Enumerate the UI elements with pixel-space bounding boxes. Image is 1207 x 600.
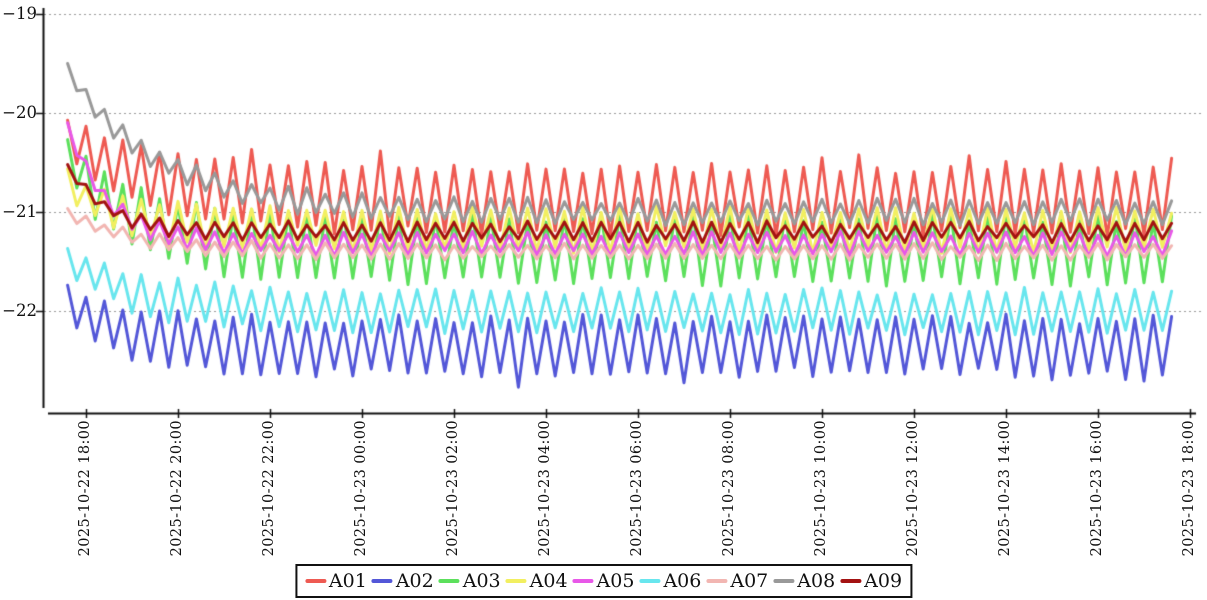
legend-item-a01: A01 — [304, 568, 367, 594]
legend-swatch-icon — [438, 579, 460, 583]
legend: A01 A02 A03 A04 A05 A06 A07 A08 A09 — [294, 564, 913, 598]
legend-swatch-icon — [371, 579, 393, 583]
legend-item-a09: A09 — [840, 568, 902, 594]
x-tick-label: 2025-10-23 06:00 — [629, 420, 645, 557]
legend-item-a03: A03 — [438, 568, 501, 594]
x-tick-label: 2025-10-23 12:00 — [905, 420, 921, 557]
legend-item-a02: A02 — [371, 568, 434, 594]
x-tick-label: 2025-10-22 18:00 — [77, 420, 93, 557]
legend-item-a07: A07 — [706, 568, 768, 594]
y-tick-label: −21 — [2, 202, 37, 221]
legend-label: A07 — [730, 570, 769, 592]
legend-label: A09 — [864, 570, 903, 592]
legend-label: A03 — [462, 570, 501, 592]
legend-item-a08: A08 — [773, 568, 835, 594]
legend-swatch-icon — [639, 579, 661, 583]
x-tick-label: 2025-10-23 14:00 — [997, 420, 1013, 557]
legend-item-a05: A05 — [572, 568, 635, 594]
legend-label: A05 — [596, 570, 635, 592]
legend-item-a04: A04 — [505, 568, 568, 594]
x-tick-label: 2025-10-23 02:00 — [445, 420, 461, 557]
x-tick-label: 2025-10-23 18:00 — [1181, 420, 1197, 557]
legend-swatch-icon — [572, 579, 594, 583]
legend-label: A04 — [529, 570, 568, 592]
legend-label: A02 — [395, 570, 434, 592]
legend-label: A06 — [663, 570, 702, 592]
legend-swatch-icon — [840, 579, 862, 583]
x-tick-label: 2025-10-22 22:00 — [261, 420, 277, 557]
legend-swatch-icon — [773, 579, 795, 583]
x-tick-label: 2025-10-23 00:00 — [353, 420, 369, 557]
x-tick-label: 2025-10-22 20:00 — [169, 420, 185, 557]
legend-swatch-icon — [505, 579, 527, 583]
legend-label: A01 — [328, 570, 367, 592]
x-tick-label: 2025-10-23 08:00 — [721, 420, 737, 557]
x-tick-label: 2025-10-23 10:00 — [813, 420, 829, 557]
x-tick-label: 2025-10-23 04:00 — [537, 420, 553, 557]
y-tick-label: −20 — [2, 103, 37, 122]
y-tick-label: −19 — [2, 4, 37, 23]
legend-swatch-icon — [706, 579, 728, 583]
x-tick-label: 2025-10-23 16:00 — [1089, 420, 1105, 557]
legend-item-a06: A06 — [639, 568, 701, 594]
legend-label: A08 — [797, 570, 836, 592]
y-tick-label: −22 — [2, 301, 37, 320]
legend-swatch-icon — [304, 579, 326, 583]
